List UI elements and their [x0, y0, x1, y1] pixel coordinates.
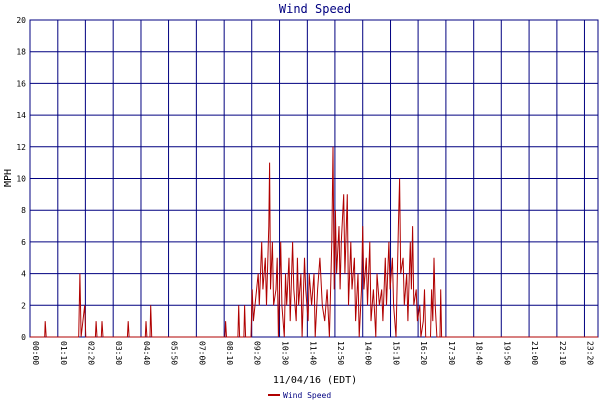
legend: Wind Speed — [268, 391, 331, 400]
x-tick-label: 15:10 — [392, 341, 401, 365]
y-tick-label: 12 — [16, 143, 26, 152]
x-axis-label: 11/04/16 (EDT) — [273, 375, 357, 386]
x-tick-label: 01:10 — [59, 341, 68, 365]
x-tick-label: 03:30 — [114, 341, 123, 365]
x-tick-label: 18:40 — [475, 341, 484, 365]
x-tick-label: 19:50 — [502, 341, 511, 365]
y-tick-label: 20 — [16, 16, 26, 25]
y-tick-label: 18 — [16, 48, 26, 57]
y-tick-label: 16 — [16, 79, 26, 88]
x-tick-label: 10:30 — [281, 341, 290, 365]
x-tick-label: 08:10 — [225, 341, 234, 365]
x-tick-label: 11:40 — [308, 341, 317, 365]
y-tick-label: 4 — [21, 270, 26, 279]
chart-title: Wind Speed — [279, 2, 351, 16]
legend-label: Wind Speed — [283, 391, 331, 400]
y-tick-label: 2 — [21, 301, 26, 310]
x-tick-label: 17:30 — [447, 341, 456, 365]
x-tick-label: 23:20 — [585, 341, 594, 365]
x-tick-label: 16:20 — [419, 341, 428, 365]
x-tick-label: 09:20 — [253, 341, 262, 365]
x-tick-label: 07:00 — [197, 341, 206, 365]
x-tick-label: 14:00 — [364, 341, 373, 365]
y-tick-label: 6 — [21, 238, 26, 247]
series-line-wind-speed — [30, 146, 598, 338]
y-tick-label: 10 — [16, 175, 26, 184]
y-axis-ticks: 0 2 4 6 8 10 12 14 16 18 20 — [16, 16, 26, 342]
x-axis-ticks: 00:00 01:10 02:20 03:30 04:40 05:50 07:00 08:10… — [31, 341, 600, 365]
x-tick-label: 22:10 — [558, 341, 567, 365]
x-tick-label: 00:00 — [31, 341, 40, 365]
y-tick-label: 8 — [21, 206, 26, 215]
x-tick-label: 04:40 — [142, 341, 151, 365]
x-tick-label: 12:50 — [336, 341, 345, 365]
x-tick-label: 21:00 — [530, 341, 539, 365]
y-axis-label: MPH — [3, 169, 14, 187]
y-tick-label: 14 — [16, 111, 26, 120]
y-tick-label: 0 — [21, 333, 26, 342]
x-tick-label: 05:50 — [170, 341, 179, 365]
x-tick-label: 02:20 — [86, 341, 95, 365]
series-layer — [30, 146, 598, 338]
